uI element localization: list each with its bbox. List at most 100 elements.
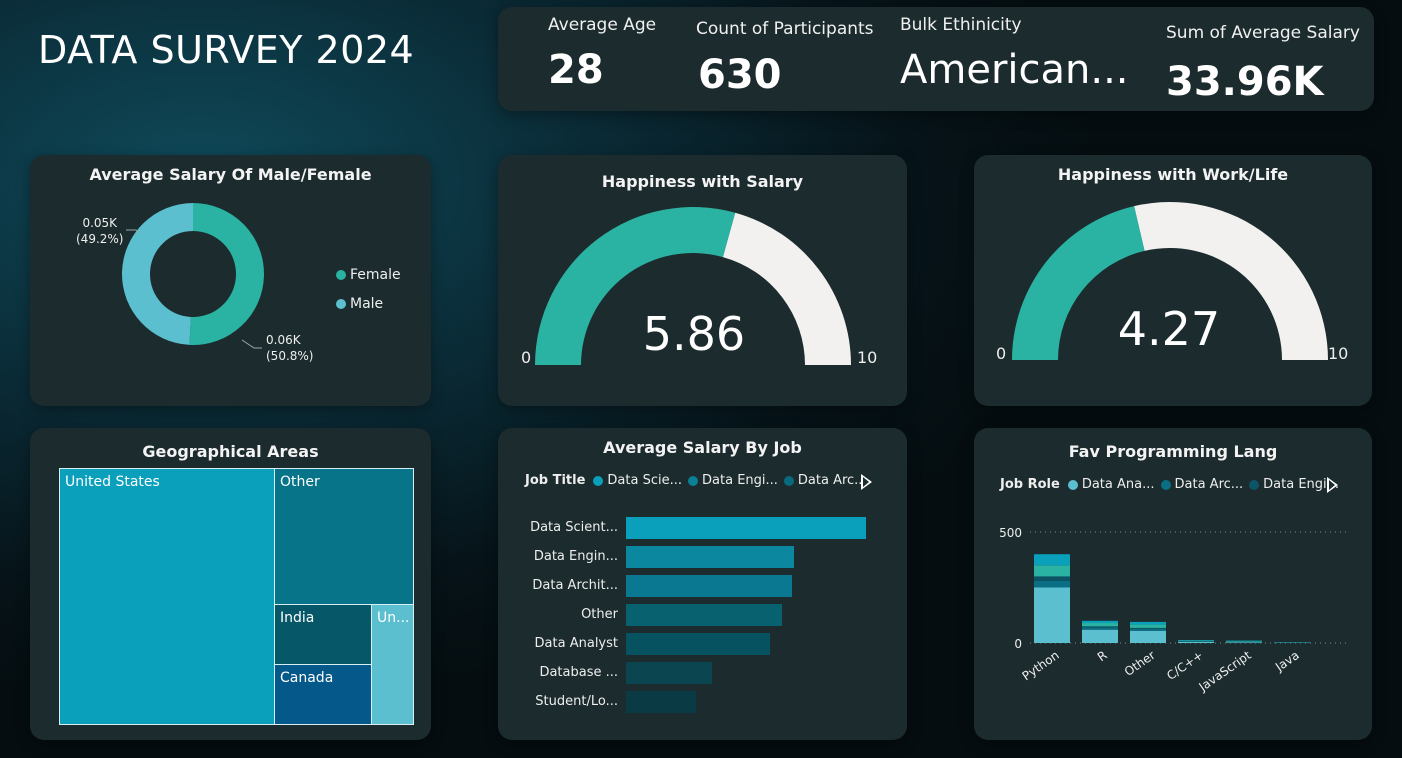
lang-bar-segment[interactable]: [1082, 620, 1118, 624]
female-value-label: 0.06K (50.8%): [266, 332, 313, 364]
x-tick-label: Java: [1272, 648, 1302, 675]
donut-slice-male[interactable]: [122, 203, 193, 345]
geo-title: Geographical Areas: [142, 442, 319, 461]
legend-title: Job Title: [525, 473, 586, 488]
legend-dot: [783, 475, 794, 486]
avg-age-label: Average Age: [548, 15, 657, 35]
x-tick-label: C/C++: [1164, 648, 1206, 683]
lang-bar-segment[interactable]: [1178, 640, 1214, 642]
legend-item-data-scientist[interactable]: Data Scie...: [593, 473, 682, 488]
lang-bar-segment[interactable]: [1178, 641, 1214, 643]
male-legend-label: Male: [350, 296, 384, 312]
lang-bar-segment[interactable]: [1082, 627, 1118, 630]
happiness-salary-title: Happiness with Salary: [601, 172, 804, 191]
legend-label: Data Engi...: [702, 473, 778, 488]
treemap-uk[interactable]: Un...: [371, 604, 414, 725]
female-percent: (50.8%): [266, 349, 314, 363]
legend-item-data-engineer[interactable]: Data Engi...: [688, 473, 778, 488]
lang-bar-segment[interactable]: [1082, 623, 1118, 627]
treemap-united-states[interactable]: United States: [59, 468, 275, 725]
salary-sum-value: 33.96K: [1166, 59, 1324, 105]
legend-label: Data Arc...: [797, 473, 867, 488]
prog-lang-legend: Job Role Data Ana... Data Arc... Data En…: [1000, 477, 1345, 492]
job-salary-bar[interactable]: [626, 517, 866, 539]
prog-lang-card: Fav Programming Lang Job Role Data Ana..…: [974, 428, 1372, 740]
male-value-label: 0.05K (49.2%): [76, 215, 123, 247]
gauge-remainder-arc: [1134, 202, 1328, 360]
lang-bar-segment[interactable]: [1130, 629, 1166, 631]
bar-label: Data Analyst: [534, 636, 618, 651]
happiness-worklife-title: Happiness with Work/Life: [1057, 165, 1289, 184]
legend-male[interactable]: Male: [336, 296, 383, 312]
participants-label: Count of Participants: [696, 19, 874, 39]
lang-bar-segment[interactable]: [1226, 642, 1262, 643]
x-tick-label: R: [1095, 648, 1110, 664]
happiness-salary-min: 0: [521, 348, 532, 367]
legend-dot: [1067, 479, 1078, 490]
prog-lang-title: Fav Programming Lang: [1068, 442, 1278, 461]
bar-label: Student/Lo...: [535, 694, 618, 709]
treemap-canada[interactable]: Canada: [274, 664, 372, 725]
geo-card: Geographical Areas United States Other I…: [30, 428, 431, 740]
avg-age-value: 28: [548, 47, 604, 93]
legend-label: Data Scie...: [607, 473, 683, 488]
happiness-worklife-gauge: [1012, 202, 1328, 360]
job-salary-bar[interactable]: [626, 604, 782, 626]
lang-bar-segment[interactable]: [1034, 554, 1070, 566]
gauge-value-arc: [535, 207, 736, 365]
legend-item-data-analyst[interactable]: Data Ana...: [1067, 477, 1155, 492]
lang-bar-segment[interactable]: [1130, 621, 1166, 625]
legend-title: Job Role: [1000, 477, 1060, 492]
bar-label: Data Archit...: [532, 578, 618, 593]
female-value: 0.06K: [266, 333, 301, 347]
lang-bar-segment[interactable]: [1130, 627, 1166, 630]
female-legend-label: Female: [350, 267, 401, 283]
job-salary-bar[interactable]: [626, 662, 713, 684]
legend-item-data-engineer[interactable]: Data Engi...: [1249, 477, 1339, 492]
bar-label: Data Engin...: [533, 549, 618, 564]
salary-job-bars: Data Scient... Data Engin... Data Archit..…: [498, 428, 907, 740]
happiness-salary-max: 10: [857, 348, 878, 367]
gauge-value-arc: [1012, 206, 1145, 360]
lang-bar-segment[interactable]: [1082, 629, 1118, 643]
lang-bar-segment[interactable]: [1082, 626, 1118, 628]
donut-slice-female[interactable]: [189, 203, 265, 345]
lang-bar-segment[interactable]: [1226, 641, 1262, 642]
legend-dot: [1249, 479, 1260, 490]
lang-bar-segment[interactable]: [1130, 624, 1166, 628]
ethnicity-value: American...: [900, 47, 1129, 93]
legend-item-data-architect[interactable]: Data Arc...: [783, 473, 867, 488]
treemap-india[interactable]: India: [274, 604, 372, 665]
salary-job-legend: Job Title Data Scie... Data Engi... Data…: [525, 473, 873, 488]
lang-bar-segment[interactable]: [1034, 565, 1070, 577]
lang-bar-segment[interactable]: [1130, 630, 1166, 643]
participants-value: 630: [698, 52, 782, 98]
bar-label: Database ...: [539, 665, 618, 680]
job-salary-bar[interactable]: [626, 691, 696, 713]
y-tick-label: 500: [999, 526, 1022, 540]
legend-female[interactable]: Female: [336, 267, 401, 283]
male-percent: (49.2%): [76, 232, 124, 246]
x-tick-label: Python: [1020, 648, 1062, 683]
legend-label: Data Ana...: [1081, 477, 1155, 492]
bar-label: Other: [581, 607, 618, 622]
lang-bar-segment[interactable]: [1034, 587, 1070, 644]
gauge-remainder-arc: [722, 212, 851, 365]
lang-bar-segment[interactable]: [1034, 576, 1070, 581]
job-salary-bar[interactable]: [626, 575, 792, 597]
male-leader-line: [126, 229, 141, 234]
job-salary-bar[interactable]: [626, 633, 770, 655]
treemap-other[interactable]: Other: [274, 468, 414, 605]
legend-next-arrow-icon[interactable]: [1327, 477, 1338, 493]
job-salary-bar[interactable]: [626, 546, 794, 568]
salary-job-title: Average Salary By Job: [603, 438, 802, 457]
female-leader-line: [241, 339, 262, 349]
legend-item-data-architect[interactable]: Data Arc...: [1160, 477, 1243, 492]
happiness-salary-gauge: [535, 207, 851, 365]
salary-sum-label: Sum of Average Salary: [1166, 23, 1360, 43]
y-tick-label: 0: [1014, 637, 1022, 651]
lang-bar-segment[interactable]: [1034, 580, 1070, 588]
salary-job-card: Average Salary By Job Job Title Data Sci…: [498, 428, 907, 740]
page-title: DATA SURVEY 2024: [38, 28, 415, 72]
legend-next-arrow-icon[interactable]: [861, 474, 872, 490]
